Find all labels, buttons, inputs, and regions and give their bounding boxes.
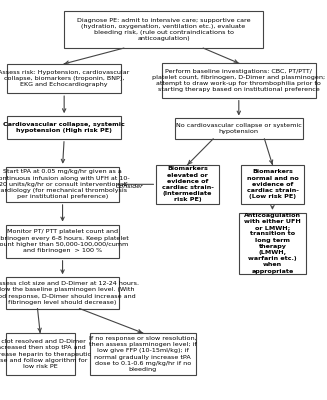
Bar bbox=[7, 116, 121, 139]
Text: Start tPA at 0.05 mg/kg/hr given as a
continuous infusion along with UFH at 10-
: Start tPA at 0.05 mg/kg/hr given as a co… bbox=[0, 170, 130, 199]
Bar bbox=[90, 333, 196, 375]
Text: Monitor PT/ PTT platelet count and
fibrinogen every 6-8 hours. Keep platelet
cou: Monitor PT/ PTT platelet count and fibri… bbox=[0, 229, 129, 253]
Bar bbox=[6, 167, 119, 202]
Text: Biomarkers
normal and no
evidence of
cardiac strain-
(Low risk PE): Biomarkers normal and no evidence of car… bbox=[247, 170, 299, 199]
Text: Anticoagulation
with either UFH
or LMWH;
transition to
long term
therapy
(LMWH,
: Anticoagulation with either UFH or LMWH;… bbox=[244, 213, 301, 274]
Text: If clot resolved and D-Dimer
increased then stop tPA and
increase heparin to the: If clot resolved and D-Dimer increased t… bbox=[0, 339, 91, 369]
Text: If no response or slow resolution,
then assess plasminogen level; if
low give FF: If no response or slow resolution, then … bbox=[89, 336, 197, 372]
Text: Perform baseline investigations: CBC, PT/PTT/
platelet count, fibrinogen, D-Dime: Perform baseline investigations: CBC, PT… bbox=[152, 69, 325, 92]
Bar bbox=[6, 277, 119, 308]
Bar bbox=[162, 63, 316, 98]
Text: Diagnose PE: admit to intensive care; supportive care
(hydration, oxygenation, v: Diagnose PE: admit to intensive care; su… bbox=[77, 18, 250, 41]
Text: Biomarkers
elevated or
evidence of
cardiac strain-
(Intermediate
risk PE): Biomarkers elevated or evidence of cardi… bbox=[162, 166, 214, 202]
Text: No cardiovascular collapse or systemic
hypotension: No cardiovascular collapse or systemic h… bbox=[176, 123, 302, 134]
Text: Assess risk: Hypotension, cardiovascular
collapse, biomarkers (troponin, BNP),
E: Assess risk: Hypotension, cardiovascular… bbox=[0, 70, 130, 87]
Text: Consider: Consider bbox=[116, 184, 144, 189]
Bar bbox=[6, 333, 75, 375]
Text: Reassess clot size and D-Dimer at 12-24 hours.
Follow the baseline plasminogen l: Reassess clot size and D-Dimer at 12-24 … bbox=[0, 281, 139, 305]
Bar bbox=[7, 64, 121, 93]
Bar bbox=[175, 118, 303, 139]
Bar bbox=[6, 224, 119, 258]
Text: Cardiovascular collapse, systemic
hypotension (High risk PE): Cardiovascular collapse, systemic hypote… bbox=[3, 122, 125, 133]
Bar bbox=[239, 213, 306, 274]
Bar bbox=[156, 165, 219, 204]
Bar bbox=[64, 11, 263, 48]
Bar bbox=[241, 165, 304, 204]
